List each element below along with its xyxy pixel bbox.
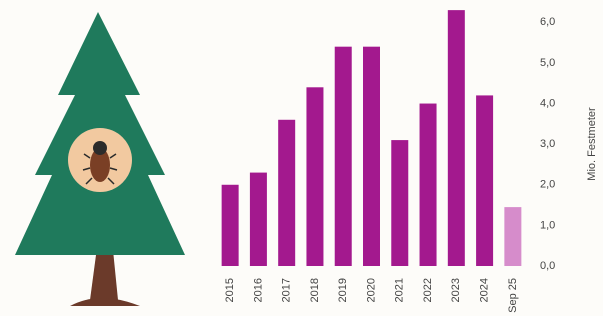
y-tick-label: 1,0 — [540, 219, 555, 231]
bar — [278, 120, 295, 266]
x-tick-label: 2021 — [394, 278, 406, 302]
x-tick-label: 2018 — [309, 278, 321, 302]
x-tick-label: 2019 — [337, 278, 349, 302]
y-tick-label: 5,0 — [540, 57, 555, 69]
y-axis-label: Mio. Festmeter — [586, 107, 598, 181]
chart: Mio. Festmeter 0,0 1,0 2,0 3,0 4,0 5,0 6,0 2015… — [0, 0, 603, 316]
x-tick-label: 2024 — [478, 278, 490, 302]
tree-illustration — [15, 12, 185, 306]
x-tick-label: Sep 25 — [507, 278, 519, 313]
y-tick-label: 3,0 — [540, 138, 555, 150]
x-tick-label: 2023 — [450, 278, 462, 302]
y-tick-label: 4,0 — [540, 97, 555, 109]
x-tick-label: 2017 — [281, 278, 293, 302]
x-tick-label: 2016 — [252, 278, 264, 302]
x-tick-label: 2022 — [422, 278, 434, 302]
page: Mio. Festmeter 0,0 1,0 2,0 3,0 4,0 5,0 6,0 2015… — [0, 0, 603, 316]
bar — [250, 173, 267, 266]
y-tick-label: 2,0 — [540, 179, 555, 191]
bar — [504, 207, 521, 266]
x-tick-label: 2020 — [365, 278, 377, 302]
bar — [335, 47, 352, 266]
bar — [222, 185, 239, 266]
bar — [448, 10, 465, 266]
bar — [363, 47, 380, 266]
bar — [306, 87, 323, 266]
y-tick-label: 0,0 — [540, 260, 555, 272]
bar — [391, 140, 408, 266]
bar — [420, 104, 437, 266]
x-tick-label: 2015 — [224, 278, 236, 302]
y-tick-label: 6,0 — [540, 16, 555, 28]
bar — [476, 95, 493, 266]
